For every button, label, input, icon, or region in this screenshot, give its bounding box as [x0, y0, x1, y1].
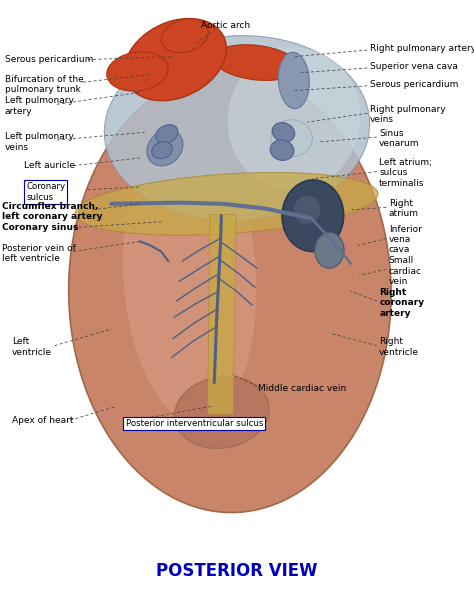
Text: Serous pericardium: Serous pericardium — [370, 80, 458, 89]
Ellipse shape — [107, 52, 168, 91]
Ellipse shape — [75, 172, 378, 235]
Text: Posterior interventricular sulcus: Posterior interventricular sulcus — [126, 418, 263, 428]
Ellipse shape — [282, 180, 344, 252]
Text: Right
ventricle: Right ventricle — [379, 337, 419, 356]
Ellipse shape — [162, 19, 208, 52]
Ellipse shape — [315, 232, 344, 268]
Ellipse shape — [104, 36, 370, 221]
Text: Coronary
sulcus: Coronary sulcus — [26, 182, 65, 201]
Text: Inferior
vena
cava: Inferior vena cava — [389, 225, 421, 254]
Ellipse shape — [294, 195, 320, 224]
Text: Small
cardiac
vein: Small cardiac vein — [389, 256, 422, 286]
Text: Serous pericardium: Serous pericardium — [5, 55, 93, 64]
Ellipse shape — [69, 72, 391, 513]
Ellipse shape — [271, 120, 312, 157]
Text: Right
atrium: Right atrium — [389, 199, 419, 218]
Ellipse shape — [123, 126, 256, 423]
Text: Sinus
venarum: Sinus venarum — [379, 129, 419, 148]
Text: Right pulmonary artery: Right pulmonary artery — [370, 44, 474, 54]
Text: Bifurcation of the
pulmonary trunk: Bifurcation of the pulmonary trunk — [5, 75, 83, 94]
Text: Posterior vein of
left ventricle: Posterior vein of left ventricle — [2, 244, 76, 263]
Ellipse shape — [155, 125, 178, 144]
Text: POSTERIOR VIEW: POSTERIOR VIEW — [156, 562, 318, 580]
Text: Left auricle: Left auricle — [24, 161, 75, 170]
Ellipse shape — [124, 18, 227, 101]
Text: Left
ventricle: Left ventricle — [12, 337, 52, 356]
Text: Left pulmonary
veins: Left pulmonary veins — [5, 132, 73, 151]
Ellipse shape — [174, 377, 269, 448]
Text: Left atrium;
sulcus
terminalis: Left atrium; sulcus terminalis — [379, 158, 432, 188]
Text: Right
coronary
artery: Right coronary artery — [379, 288, 424, 318]
Ellipse shape — [272, 123, 295, 142]
Ellipse shape — [213, 45, 299, 80]
Text: Apex of heart: Apex of heart — [12, 415, 73, 425]
Ellipse shape — [228, 48, 360, 191]
Text: Superior vena cava: Superior vena cava — [370, 62, 457, 72]
Text: Coronary sinus: Coronary sinus — [2, 223, 79, 232]
Text: Right pulmonary
veins: Right pulmonary veins — [370, 105, 446, 124]
Ellipse shape — [147, 130, 183, 166]
Ellipse shape — [152, 142, 173, 159]
Text: Middle cardiac vein: Middle cardiac vein — [258, 384, 346, 393]
Ellipse shape — [278, 52, 310, 108]
Text: Aortic arch: Aortic arch — [201, 20, 250, 30]
Polygon shape — [208, 215, 236, 414]
Ellipse shape — [270, 140, 294, 160]
Text: Left pulmonary
artery: Left pulmonary artery — [5, 97, 73, 116]
Text: Circumflex branch,
left coronary artery: Circumflex branch, left coronary artery — [2, 202, 103, 221]
